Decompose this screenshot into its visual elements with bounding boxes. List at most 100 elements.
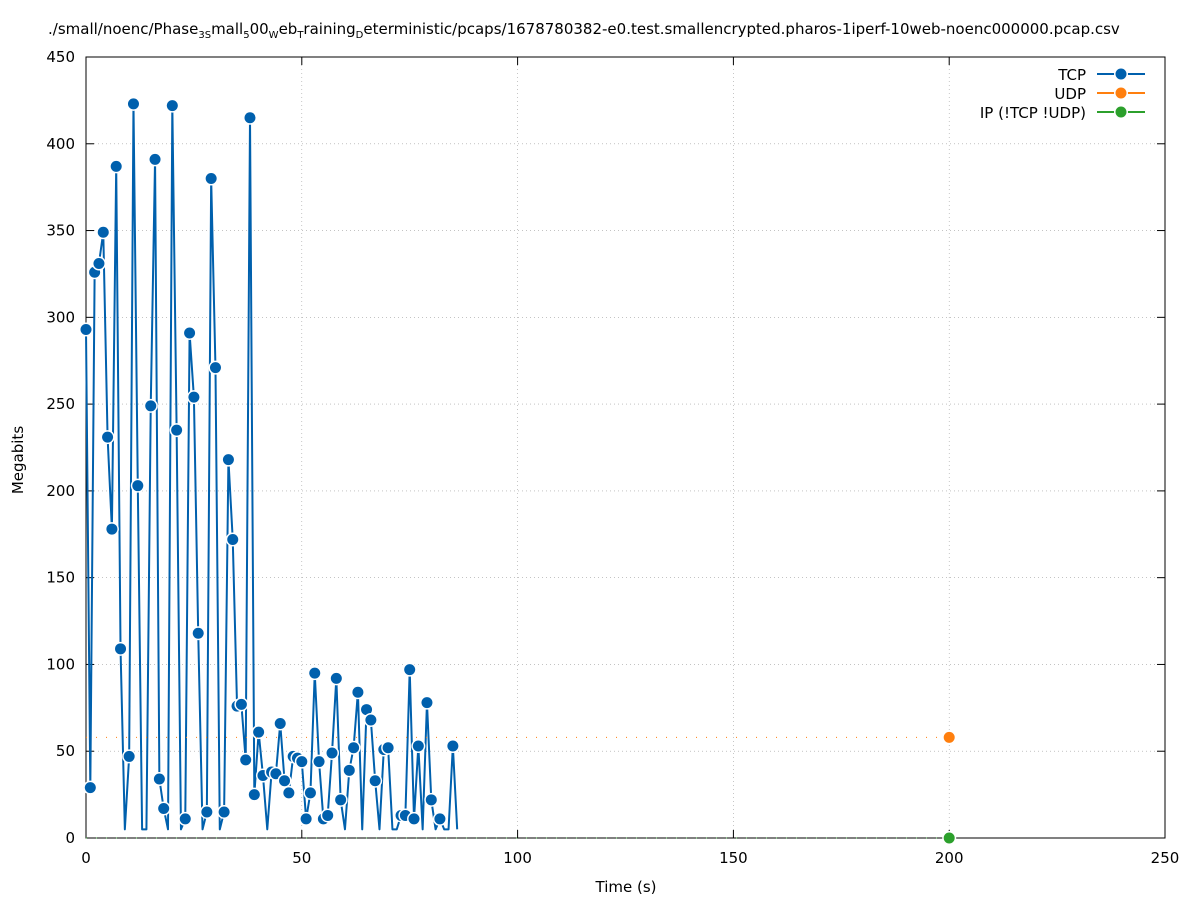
tcp-point: [309, 667, 321, 679]
title-part: raining: [303, 20, 356, 38]
tcp-point: [158, 802, 170, 814]
tcp-point: [235, 698, 247, 710]
title-part: T: [297, 30, 304, 41]
tcp-point: [343, 764, 355, 776]
tcp-point: [248, 789, 260, 801]
y-tick-label: 150: [46, 569, 75, 587]
tcp-point: [361, 704, 373, 716]
tcp-point: [110, 160, 122, 172]
y-tick-label: 450: [46, 48, 75, 66]
tcp-point: [412, 740, 424, 752]
title-part: 3S: [198, 30, 212, 41]
tcp-point: [188, 391, 200, 403]
tcp-point: [192, 627, 204, 639]
tcp-point: [93, 258, 105, 270]
tcp-point: [227, 533, 239, 545]
x-axis-label: Time (s): [595, 878, 657, 896]
tcp-point: [115, 643, 127, 655]
x-tick-label: 100: [503, 849, 532, 867]
tcp-point: [352, 686, 364, 698]
tcp-point: [127, 98, 139, 110]
tcp-point: [145, 400, 157, 412]
tcp-point: [179, 813, 191, 825]
tcp-point: [447, 740, 459, 752]
tcp-point: [102, 431, 114, 443]
tcp-point: [382, 742, 394, 754]
legend-label-udp: UDP: [1054, 85, 1086, 103]
y-tick-label: 100: [46, 655, 75, 673]
tcp-point: [171, 424, 183, 436]
title-part: mall: [211, 20, 244, 38]
title-part: eb: [278, 20, 298, 38]
tcp-point: [300, 813, 312, 825]
title-part: 5: [243, 30, 250, 41]
tcp-point: [209, 362, 221, 374]
tcp-point: [218, 806, 230, 818]
tcp-point: [149, 153, 161, 165]
tcp-point: [283, 787, 295, 799]
tcp-point: [348, 742, 360, 754]
y-tick-label: 350: [46, 222, 75, 240]
tcp-point: [404, 664, 416, 676]
tcp-point: [279, 775, 291, 787]
title-part: W: [268, 30, 279, 41]
udp-point: [943, 731, 955, 743]
tcp-point: [132, 480, 144, 492]
tcp-point: [253, 726, 265, 738]
tcp-point: [330, 672, 342, 684]
plot-frame: [85, 56, 1166, 839]
y-tick-label: 300: [46, 308, 75, 326]
tcp-point: [80, 323, 92, 335]
tcp-point: [201, 806, 213, 818]
tcp-point: [244, 112, 256, 124]
legend-marker-udp: [1115, 87, 1127, 99]
title-part: eterministic/pcaps/1678780382-e0.test.sm…: [363, 20, 1120, 38]
tcp-point: [425, 794, 437, 806]
tcp-point: [97, 226, 109, 238]
y-tick-label: 50: [56, 742, 75, 760]
y-axis-label: Megabits: [9, 425, 27, 495]
tcp-point: [274, 717, 286, 729]
y-tick-label: 250: [46, 395, 75, 413]
tcp-point: [166, 100, 178, 112]
legend-marker-ip: [1115, 106, 1127, 118]
x-tick-label: 50: [292, 849, 311, 867]
title-part: ./small/noenc/Phase: [48, 20, 199, 38]
tcp-point: [434, 813, 446, 825]
tcp-point: [421, 697, 433, 709]
tcp-point: [240, 754, 252, 766]
tcp-series-line: [85, 102, 459, 831]
tcp-point: [153, 773, 165, 785]
tcp-point: [270, 768, 282, 780]
tcp-point: [313, 756, 325, 768]
x-tick-label: 0: [81, 849, 91, 867]
legend-label-tcp: TCP: [1058, 66, 1086, 84]
legend-marker-tcp: [1115, 68, 1127, 80]
y-tick-label: 400: [46, 135, 75, 153]
tcp-point: [369, 775, 381, 787]
title-part: 00: [249, 20, 269, 38]
tcp-point: [335, 794, 347, 806]
tcp-point: [322, 809, 334, 821]
tcp-point: [123, 750, 135, 762]
tcp-point: [205, 172, 217, 184]
tcp-point: [222, 454, 234, 466]
tcp-point: [304, 787, 316, 799]
chart-title: ./small/noenc/Phase3Small500WebTrainingD…: [48, 20, 1120, 41]
tcp-point: [365, 714, 377, 726]
title-part: D: [355, 30, 364, 41]
legend-label-ip: IP (!TCP !UDP): [979, 104, 1086, 122]
tcp-point: [296, 756, 308, 768]
x-tick-label: 250: [1151, 849, 1180, 867]
tcp-point: [84, 782, 96, 794]
tcp-point: [408, 813, 420, 825]
y-tick-label: 0: [65, 829, 75, 847]
tcp-point: [106, 523, 118, 535]
x-tick-label: 200: [935, 849, 964, 867]
x-tick-label: 150: [719, 849, 748, 867]
y-tick-label: 200: [46, 482, 75, 500]
tcp-point: [326, 747, 338, 759]
ip-point: [943, 832, 955, 844]
tcp-point: [184, 327, 196, 339]
